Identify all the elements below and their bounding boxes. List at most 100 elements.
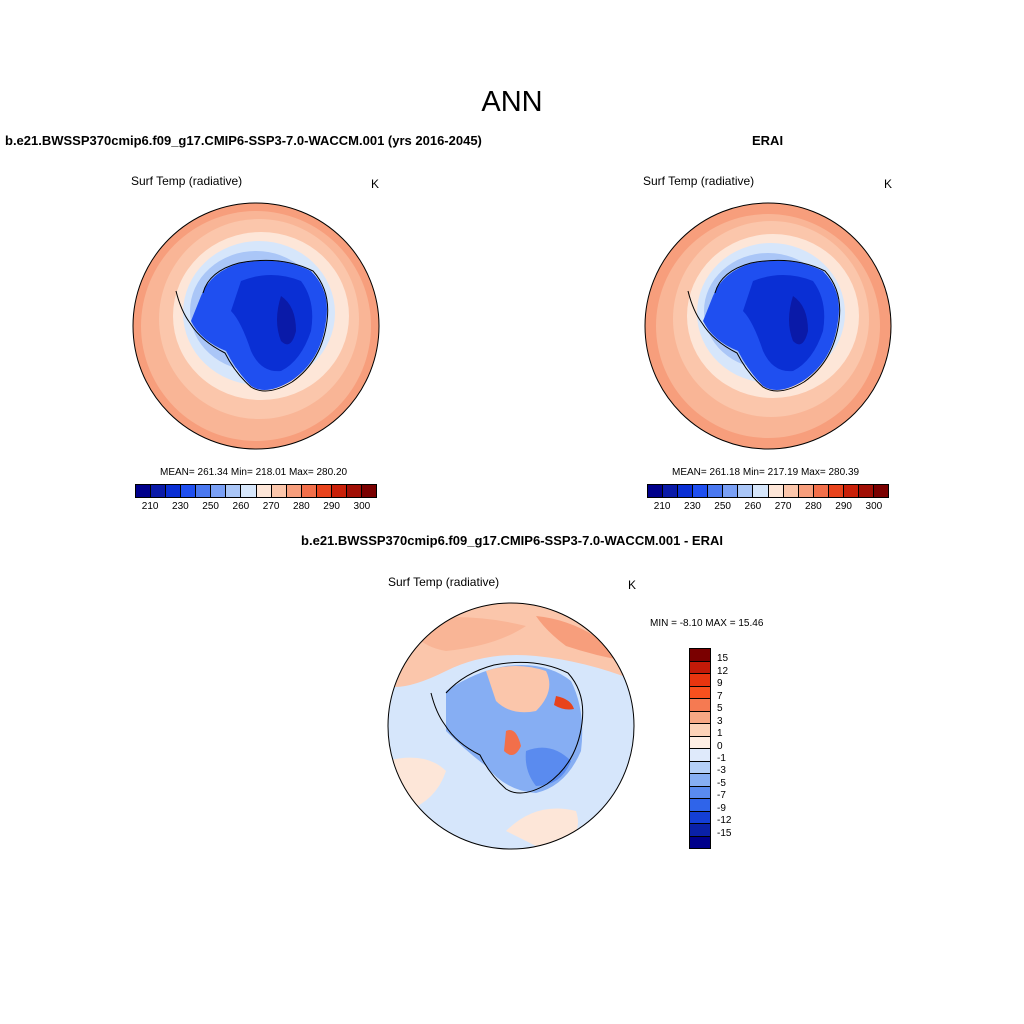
colorbar-tick-label: -1 — [717, 752, 726, 764]
polar-map-model — [132, 202, 380, 450]
colorbar-swatch — [813, 485, 829, 497]
colorbar-tick-label: -7 — [717, 790, 726, 802]
stats-diff: MIN = -8.10 MAX = 15.46 — [650, 618, 764, 629]
colorbar-tick-label: 300 — [865, 501, 883, 512]
obs-title: ERAI — [752, 133, 784, 148]
colorbar-diff: 15 12 9 7 5 3 1 0 -1 -3 -5 -7 -9 -12 -15 — [689, 648, 731, 849]
colorbar-left: 210 230 250 260 270 280 290 300 — [135, 484, 377, 512]
colorbar-swatch — [690, 661, 710, 674]
colorbar-swatch — [783, 485, 799, 497]
colorbar-swatch — [226, 485, 242, 497]
colorbar-tick-label: 210 — [141, 501, 159, 512]
colorbar-tick-label: 7 — [717, 690, 723, 702]
colorbar-swatch — [690, 761, 710, 774]
colorbar-swatch — [256, 485, 272, 497]
colorbar-tick-label: -5 — [717, 777, 726, 789]
colorbar-tick-label: 300 — [353, 501, 371, 512]
colorbar-tick-label: 9 — [717, 678, 723, 690]
colorbar-swatch — [690, 824, 710, 837]
colorbar-swatch — [690, 774, 710, 787]
colorbar-swatch — [690, 836, 710, 848]
colorbar-tick-label: 260 — [744, 501, 762, 512]
colorbar-swatch — [151, 485, 167, 497]
colorbar-tick-label: 230 — [172, 501, 189, 512]
colorbar-swatch — [843, 485, 859, 497]
colorbar-swatch — [648, 485, 664, 497]
colorbar-tick-label: 270 — [262, 501, 280, 512]
colorbar-swatch — [690, 811, 710, 824]
variable-label-diff: Surf Temp (radiative) — [388, 575, 500, 589]
colorbar-tick-label: -3 — [717, 765, 726, 777]
variable-label-left: Surf Temp (radiative) — [131, 174, 243, 188]
colorbar-swatch — [690, 711, 710, 724]
colorbar-swatch — [196, 485, 212, 497]
figure-title: ANN — [481, 86, 543, 118]
coastline — [430, 661, 584, 794]
colorbar-swatch — [181, 485, 197, 497]
colorbar-tick-label: 3 — [717, 715, 723, 727]
colorbar-swatch — [136, 485, 152, 497]
colorbar-swatch — [271, 485, 287, 497]
colorbar-tick-label: -15 — [717, 827, 732, 839]
colorbar-swatch — [361, 485, 376, 497]
polar-map-difference — [387, 602, 635, 850]
colorbar-swatch — [858, 485, 874, 497]
colorbar-swatch — [690, 674, 710, 687]
colorbar-tick-label: 290 — [323, 501, 340, 512]
colorbar-swatch — [286, 485, 302, 497]
colorbar-swatch — [346, 485, 362, 497]
colorbar-swatch — [663, 485, 679, 497]
stats-left: MEAN= 261.34 Min= 218.01 Max= 280.20 — [160, 467, 348, 478]
colorbar-swatch — [690, 686, 710, 699]
colorbar-swatch — [690, 799, 710, 812]
coastline — [687, 259, 841, 392]
colorbar-tick-label: 0 — [717, 740, 723, 752]
colorbar-swatch — [753, 485, 769, 497]
colorbar-swatch — [768, 485, 784, 497]
colorbar-tick-label: 270 — [774, 501, 792, 512]
colorbar-swatch — [798, 485, 814, 497]
colorbar-swatch — [166, 485, 182, 497]
colorbar-tick-label: 1 — [717, 728, 723, 740]
colorbar-swatch — [690, 724, 710, 737]
colorbar-tick-label: 290 — [835, 501, 852, 512]
colorbar-swatch — [690, 699, 710, 712]
colorbar-swatch — [241, 485, 257, 497]
colorbar-swatch — [211, 485, 227, 497]
colorbar-tick-label: 230 — [684, 501, 701, 512]
colorbar-swatch — [690, 749, 710, 762]
colorbar-swatch — [678, 485, 694, 497]
colorbar-tick-label: 250 — [202, 501, 219, 512]
colorbar-swatch — [690, 649, 710, 662]
coastline — [175, 259, 329, 392]
units-label-right: K — [884, 177, 893, 191]
colorbar-tick-label: 5 — [717, 703, 723, 715]
colorbar-swatch — [828, 485, 844, 497]
case-title: b.e21.BWSSP370cmip6.f09_g17.CMIP6-SSP3-7… — [5, 133, 482, 148]
colorbar-tick-label: -9 — [717, 802, 726, 814]
colorbar-swatch — [723, 485, 739, 497]
variable-label-right: Surf Temp (radiative) — [643, 174, 755, 188]
colorbar-swatch — [708, 485, 724, 497]
colorbar-tick-label: 250 — [714, 501, 731, 512]
colorbar-swatch — [693, 485, 709, 497]
colorbar-tick-label: 210 — [653, 501, 671, 512]
units-label-diff: K — [628, 578, 637, 592]
colorbar-swatch — [738, 485, 754, 497]
colorbar-tick-label: -12 — [717, 815, 732, 827]
colorbar-swatch — [873, 485, 888, 497]
units-label-left: K — [371, 177, 380, 191]
colorbar-swatch — [690, 736, 710, 749]
colorbar-swatch — [690, 786, 710, 799]
colorbar-right: 210 230 250 260 270 280 290 300 — [647, 484, 889, 512]
stats-right: MEAN= 261.18 Min= 217.19 Max= 280.39 — [672, 467, 860, 478]
colorbar-swatch — [316, 485, 332, 497]
diff-title: b.e21.BWSSP370cmip6.f09_g17.CMIP6-SSP3-7… — [301, 533, 723, 548]
colorbar-tick-label: 12 — [717, 665, 729, 677]
colorbar-swatch — [331, 485, 347, 497]
colorbar-tick-label: 280 — [293, 501, 310, 512]
colorbar-tick-label: 260 — [232, 501, 250, 512]
colorbar-tick-label: 15 — [717, 653, 729, 665]
colorbar-tick-label: 280 — [805, 501, 822, 512]
polar-map-erai — [644, 202, 892, 450]
